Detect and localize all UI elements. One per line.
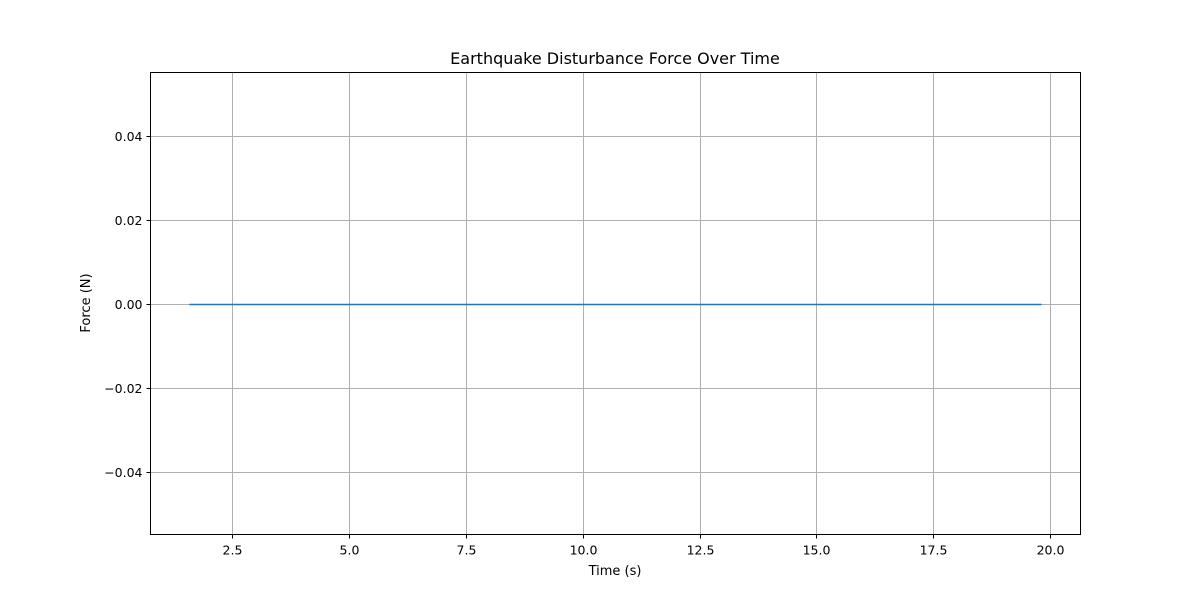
y-tick-label: 0.04 xyxy=(115,129,143,144)
x-tick-label: 2.5 xyxy=(223,543,243,558)
y-tick-label: −0.04 xyxy=(104,465,142,480)
x-tick-label: 17.5 xyxy=(920,543,948,558)
chart-title: Earthquake Disturbance Force Over Time xyxy=(450,49,780,68)
y-tick-label: 0.02 xyxy=(115,213,143,228)
x-tick-label: 15.0 xyxy=(803,543,831,558)
x-tick-label: 7.5 xyxy=(457,543,477,558)
x-axis: 2.5 5.0 7.5 10.0 12.5 15.0 17.5 20.0 xyxy=(223,534,1065,558)
y-tick-label: 0.00 xyxy=(115,297,143,312)
y-axis: 0.04 0.02 0.00 −0.02 −0.04 xyxy=(104,129,151,480)
x-tick-label: 10.0 xyxy=(570,543,598,558)
x-axis-label: Time (s) xyxy=(588,564,642,579)
x-tick-label: 12.5 xyxy=(687,543,715,558)
y-axis-label: Force (N) xyxy=(79,273,94,332)
x-tick-label: 20.0 xyxy=(1037,543,1065,558)
x-tick-label: 5.0 xyxy=(340,543,360,558)
plot-frame xyxy=(150,72,1081,535)
y-tick-label: −0.02 xyxy=(104,381,142,396)
